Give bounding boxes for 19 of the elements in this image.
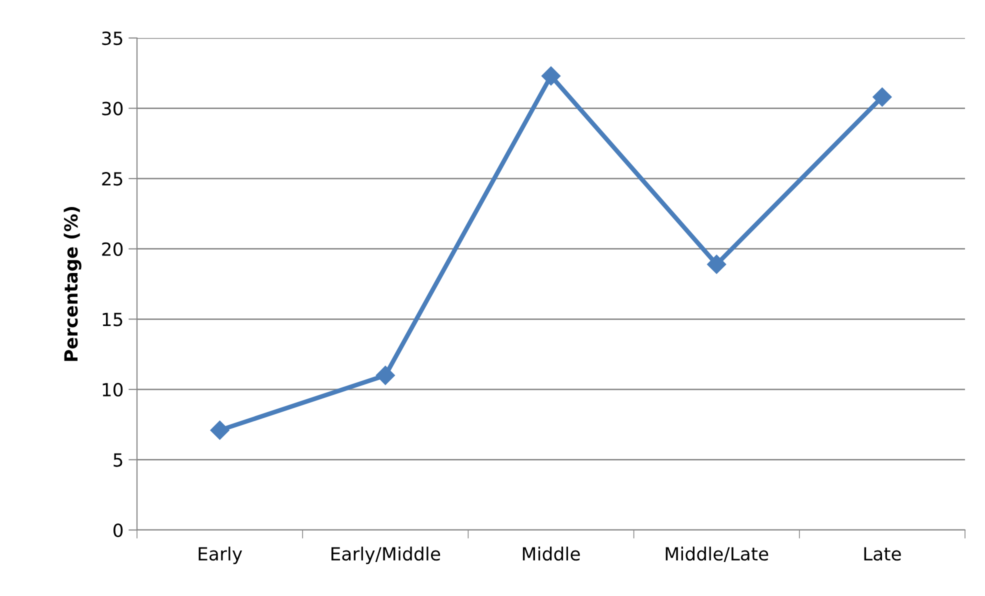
y-tick-label: 30	[102, 102, 123, 116]
y-tick-label: 25	[102, 172, 122, 186]
point	[376, 366, 395, 385]
x-tick-label: Early	[198, 546, 242, 564]
y-tick-label: 10	[102, 382, 123, 397]
x-tick-label: Late	[864, 547, 901, 561]
y-tick-label: 15	[102, 312, 122, 326]
point	[541, 66, 561, 86]
point	[872, 88, 892, 107]
y-tick-label: 5	[114, 453, 122, 467]
x-tick-label: Middle/Late	[666, 546, 768, 562]
y-axis-title: Percentage (%)	[64, 207, 82, 361]
y-tick-label: 35	[102, 31, 122, 46]
x-tick-label: Middle	[522, 546, 580, 561]
point	[210, 420, 230, 440]
y-tick-label: 0	[114, 523, 123, 538]
point	[707, 254, 726, 274]
x-tick-label: Early/Middle	[332, 546, 440, 564]
y-tick-label: 20	[102, 242, 123, 256]
